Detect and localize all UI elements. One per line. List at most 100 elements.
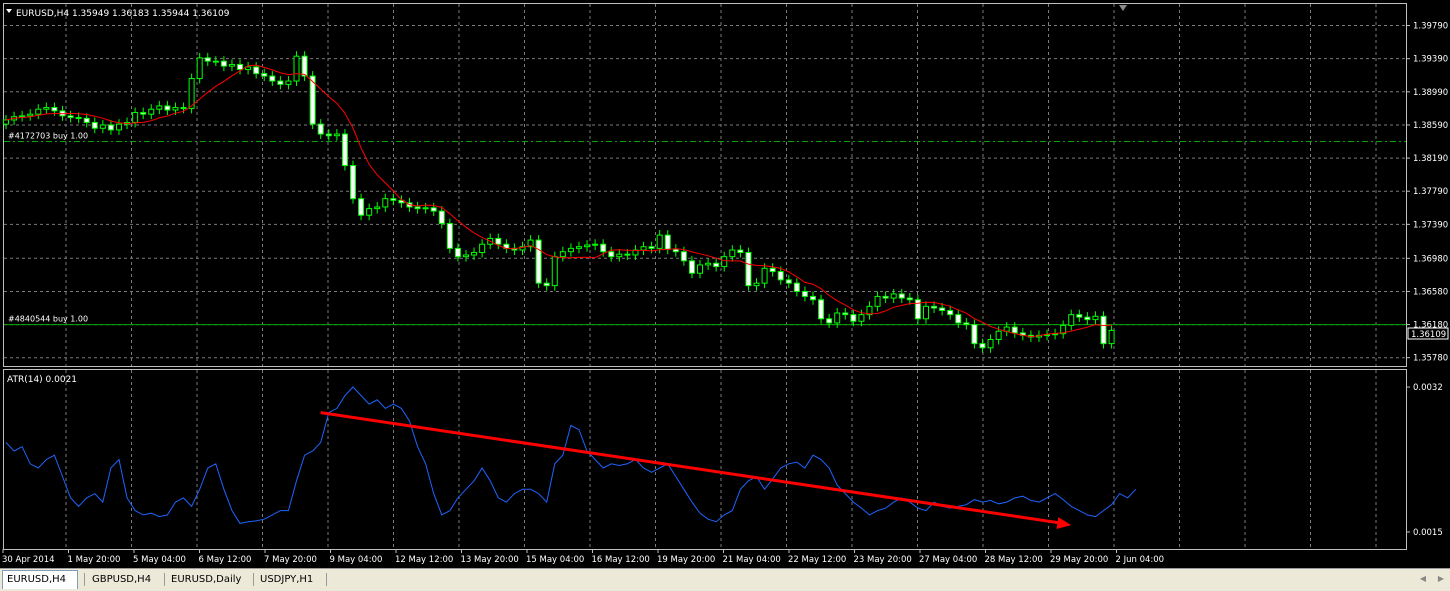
candle-bear — [495, 237, 502, 245]
candle-bull — [43, 107, 50, 110]
tab-gbpusd-h4[interactable]: GBPUSD,H4 — [92, 574, 152, 585]
candle-bear — [898, 293, 905, 299]
candle-bull — [374, 206, 381, 210]
ma-line — [5, 64, 1112, 338]
candle-bear — [269, 75, 276, 82]
candle-bear — [67, 115, 74, 118]
moving-average — [5, 64, 1112, 338]
candle-bull — [172, 107, 179, 111]
trend-arrow-shaft — [320, 411, 1062, 525]
candle-bear — [325, 133, 332, 137]
tab-separator — [326, 573, 327, 586]
candle-bull — [874, 295, 881, 307]
candle-bull — [245, 66, 252, 70]
candle-bear — [301, 55, 308, 77]
candle-bull — [922, 305, 929, 320]
candle-bear — [963, 322, 970, 326]
time-tick-label: 23 May 20:00 — [854, 555, 912, 565]
candle-bear — [737, 249, 744, 254]
candle-bull — [196, 57, 203, 80]
candle-bear — [204, 57, 211, 62]
candle-bear — [955, 314, 962, 324]
tab-usdjpy-h1[interactable]: USDJPY,H1 — [260, 574, 314, 585]
scroll-left-icon[interactable]: ◀ — [1419, 574, 1427, 583]
time-tick-label: 19 May 20:00 — [657, 555, 715, 565]
price-tick-label: 1.39390 — [1413, 55, 1448, 65]
time-tick-label: 21 May 04:00 — [723, 555, 781, 565]
candle-bear — [979, 343, 986, 349]
candle-bull — [471, 252, 478, 256]
candle-bear — [914, 299, 921, 320]
time-axis: 30 Apr 2014 1 May 20:00 5 May 04:00 6 May 1… — [2, 549, 1164, 565]
time-tick-label: 1 May 20:00 — [68, 555, 121, 565]
candle-bull — [866, 305, 873, 316]
dropdown-triangle-icon[interactable] — [6, 9, 12, 13]
time-tick-label: 2 Jun 04:00 — [1116, 555, 1165, 565]
candle-bull — [656, 234, 663, 249]
candle-bull — [148, 108, 155, 115]
price-tick-label: 1.36580 — [1413, 287, 1448, 297]
candle-bear — [1076, 314, 1083, 318]
current-price-label: 1.36109 — [1411, 330, 1446, 340]
tab-separator — [253, 573, 254, 586]
candle-bear — [769, 267, 776, 273]
candle-bear — [220, 60, 227, 67]
candle-bull — [132, 112, 139, 123]
candle-bear — [608, 251, 615, 258]
price-tick-label: 1.37390 — [1413, 220, 1448, 230]
candle-bear — [446, 223, 453, 249]
atr-pane[interactable] — [3, 369, 1407, 550]
price-tick-label: 1.38590 — [1413, 121, 1448, 131]
main-pane[interactable] — [3, 3, 1407, 367]
tab-eurusd-h4[interactable]: EURUSD,H4 — [2, 570, 78, 589]
candle-bull — [987, 338, 994, 349]
price-tick-label: 1.37790 — [1413, 187, 1448, 197]
time-tick-label: 28 May 12:00 — [985, 555, 1043, 565]
chart-canvas[interactable]: #4172703 buy 1.00 #4840544 buy 1.00 1.397… — [0, 0, 1450, 568]
candle-bull — [575, 246, 582, 249]
candle-bull — [584, 244, 591, 248]
chart-tab-bar: EURUSD,H4 GBPUSD,H4 EURUSD,Daily USDJPY,… — [0, 568, 1450, 591]
tab-separator — [84, 573, 85, 586]
arrow-head-icon — [1056, 517, 1072, 529]
candle-bear — [438, 210, 445, 225]
scroll-right-icon[interactable]: ▶ — [1437, 574, 1445, 583]
time-tick-label: 9 May 04:00 — [330, 555, 383, 565]
candle-bull — [527, 239, 534, 248]
candle-bull — [753, 282, 760, 287]
price-tick-label: 1.36980 — [1413, 254, 1448, 264]
time-tick-label: 7 May 20:00 — [264, 555, 317, 565]
candle-bull — [1068, 314, 1075, 326]
candle-bull — [333, 133, 340, 137]
candle-bull — [559, 251, 566, 258]
candle-bull — [834, 312, 841, 324]
candle-bull — [188, 78, 195, 109]
candle-bull — [99, 124, 106, 129]
candle-bear — [454, 247, 461, 258]
candle-bear — [309, 75, 316, 125]
candle-bull — [567, 247, 574, 253]
candle-bear — [1100, 315, 1107, 345]
candle-bull — [19, 115, 26, 118]
price-tick-label: 1.38190 — [1413, 154, 1448, 164]
candlestick-series — [3, 51, 1115, 353]
candle-bull — [705, 262, 712, 266]
candle-bear — [390, 198, 397, 201]
price-tick-label: 1.38990 — [1413, 88, 1448, 98]
candle-bear — [882, 295, 889, 299]
tab-separator — [164, 573, 165, 586]
shift-marker-icon[interactable] — [1119, 5, 1127, 11]
candle-bear — [414, 206, 421, 210]
candle-bull — [592, 243, 599, 246]
atr-tick-label: 0.0032 — [1413, 383, 1443, 393]
candle-bull — [27, 113, 34, 117]
tab-eurusd-daily[interactable]: EURUSD,Daily — [171, 574, 242, 585]
candle-bull — [519, 246, 526, 251]
candle-bear — [51, 107, 58, 112]
candle-bear — [971, 324, 978, 345]
candle-bear — [672, 248, 679, 253]
candle-bull — [382, 198, 389, 208]
candle-bull — [479, 243, 486, 254]
candle-bear — [688, 260, 695, 274]
candle-bear — [939, 307, 946, 311]
